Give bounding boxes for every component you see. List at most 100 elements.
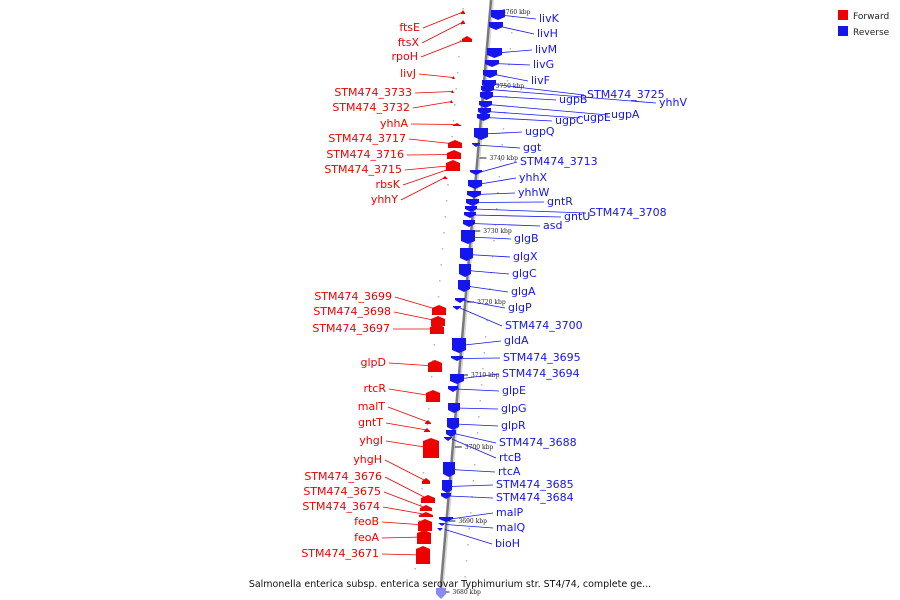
reverse-gene-feature (444, 437, 452, 441)
forward-gene-label: STM474_3715 (324, 163, 402, 176)
reverse-gene-label: STM474_3695 (503, 351, 581, 364)
reverse-gene-label: ugpB (559, 93, 587, 106)
reverse-gene-feature (461, 230, 475, 244)
connector-lines (381, 11, 657, 556)
map-caption: Salmonella enterica subsp. enterica sero… (249, 579, 651, 590)
reverse-gene-feature (460, 248, 473, 261)
reverse-gene-label: STM474_3725 (587, 88, 665, 101)
reverse-gene-feature (467, 191, 481, 198)
reverse-gene-feature (437, 528, 443, 531)
forward-gene-feature (461, 10, 465, 14)
reverse-gene-feature (443, 462, 455, 477)
reverse-gene-feature (468, 180, 482, 189)
reverse-gene-feature (485, 60, 499, 67)
reverse-gene-feature (487, 48, 502, 58)
forward-gene-label: STM474_3671 (301, 547, 379, 560)
forward-gene-label: STM474_3674 (302, 500, 380, 513)
gene-features (416, 10, 505, 564)
reverse-gene-label: ggt (523, 141, 542, 154)
forward-gene-label: rtcR (363, 382, 386, 395)
forward-gene-label: STM474_3698 (313, 305, 391, 318)
reverse-gene-label: livM (535, 43, 557, 56)
forward-gene-label: ftsE (399, 21, 420, 34)
reverse-gene-label: rtcA (498, 465, 521, 478)
forward-gene-feature (420, 505, 432, 511)
forward-gene-feature (419, 512, 433, 517)
forward-gene-feature (431, 316, 445, 326)
legend-forward-swatch (838, 10, 848, 20)
forward-gene-label: STM474_3699 (314, 290, 392, 303)
reverse-gene-label: STM474_3694 (502, 367, 580, 380)
scale-tick-label: 3720 kbp (477, 299, 506, 306)
reverse-gene-label: glpE (502, 384, 526, 397)
scale-tick-label: 3690 kbp (458, 518, 487, 525)
forward-gene-feature (417, 530, 431, 544)
reverse-gene-label: gntR (547, 195, 573, 208)
reverse-gene-feature (455, 298, 465, 303)
reverse-gene-label: gldA (504, 334, 529, 347)
reverse-gene-label: ugpA (611, 108, 640, 121)
forward-gene-feature (422, 478, 430, 484)
reverse-gene-label: ugpE (583, 111, 611, 124)
forward-gene-feature (432, 305, 446, 315)
forward-gene-label: yhgI (359, 434, 383, 447)
forward-gene-feature (462, 36, 472, 42)
reverse-gene-feature (448, 386, 458, 392)
scale-tick-label: 3730 kbp (483, 228, 512, 235)
reverse-gene-label: STM474_3700 (505, 319, 583, 332)
reverse-gene-label: yhhW (518, 186, 549, 199)
forward-gene-feature (426, 390, 440, 402)
forward-gene-label: gntT (358, 416, 383, 429)
reverse-gene-feature (448, 403, 460, 413)
scale-tick-label: 3740 kbp (489, 155, 518, 162)
reverse-gene-label: glgP (508, 301, 532, 314)
reverse-gene-label: livH (537, 27, 558, 40)
reverse-gene-feature (451, 356, 463, 361)
forward-gene-label: yhhA (380, 117, 408, 130)
reverse-gene-feature (477, 114, 490, 121)
forward-gene-label: malT (358, 400, 386, 413)
forward-gene-label: STM474_3732 (332, 101, 410, 114)
reverse-gene-label: STM474_3685 (496, 478, 574, 491)
reverse-gene-feature (442, 480, 452, 493)
legend: Forward Reverse (838, 10, 890, 38)
forward-gene-label: feoA (354, 531, 379, 544)
forward-gene-feature (448, 140, 462, 148)
forward-gene-feature (421, 495, 435, 503)
legend-reverse-swatch (838, 26, 848, 36)
reverse-gene-label: livK (539, 12, 560, 25)
reverse-gene-feature (458, 280, 470, 292)
forward-gene-feature (461, 20, 465, 24)
reverse-gene-feature (459, 264, 471, 277)
reverse-gene-label: livG (533, 58, 554, 71)
forward-gene-feature (447, 150, 461, 159)
reverse-gene-label: rtcB (499, 451, 521, 464)
reverse-gene-feature (439, 517, 453, 522)
forward-gene-feature (416, 546, 430, 564)
reverse-gene-label: yhhX (519, 171, 547, 184)
reverse-gene-feature (474, 128, 488, 140)
reverse-gene-feature (453, 306, 461, 310)
reverse-gene-feature (438, 523, 446, 526)
forward-gene-label: rbsK (376, 178, 401, 191)
reverse-gene-feature (483, 70, 497, 78)
forward-gene-label: rpoH (391, 50, 418, 63)
reverse-gene-feature (491, 10, 505, 20)
reverse-gene-feature (450, 374, 464, 384)
forward-gene-feature (451, 90, 454, 93)
scale-tick-label: 3760 kbp (502, 9, 531, 16)
reverse-gene-feature (465, 206, 477, 212)
reverse-gene-label: malP (496, 506, 524, 519)
scale-tick-label: 3700 kbp (465, 444, 494, 451)
forward-gene-feature (424, 428, 430, 432)
reverse-gene-label: glgX (513, 250, 538, 263)
map-end-marker (436, 588, 446, 599)
reverse-gene-feature (447, 418, 459, 430)
forward-gene-label: feoB (354, 515, 379, 528)
forward-gene-label: STM474_3733 (334, 86, 412, 99)
reverse-gene-feature (472, 143, 480, 147)
reverse-gene-feature (480, 92, 493, 100)
reverse-gene-label: ugpQ (525, 125, 555, 138)
reverse-gene-feature (489, 22, 503, 30)
